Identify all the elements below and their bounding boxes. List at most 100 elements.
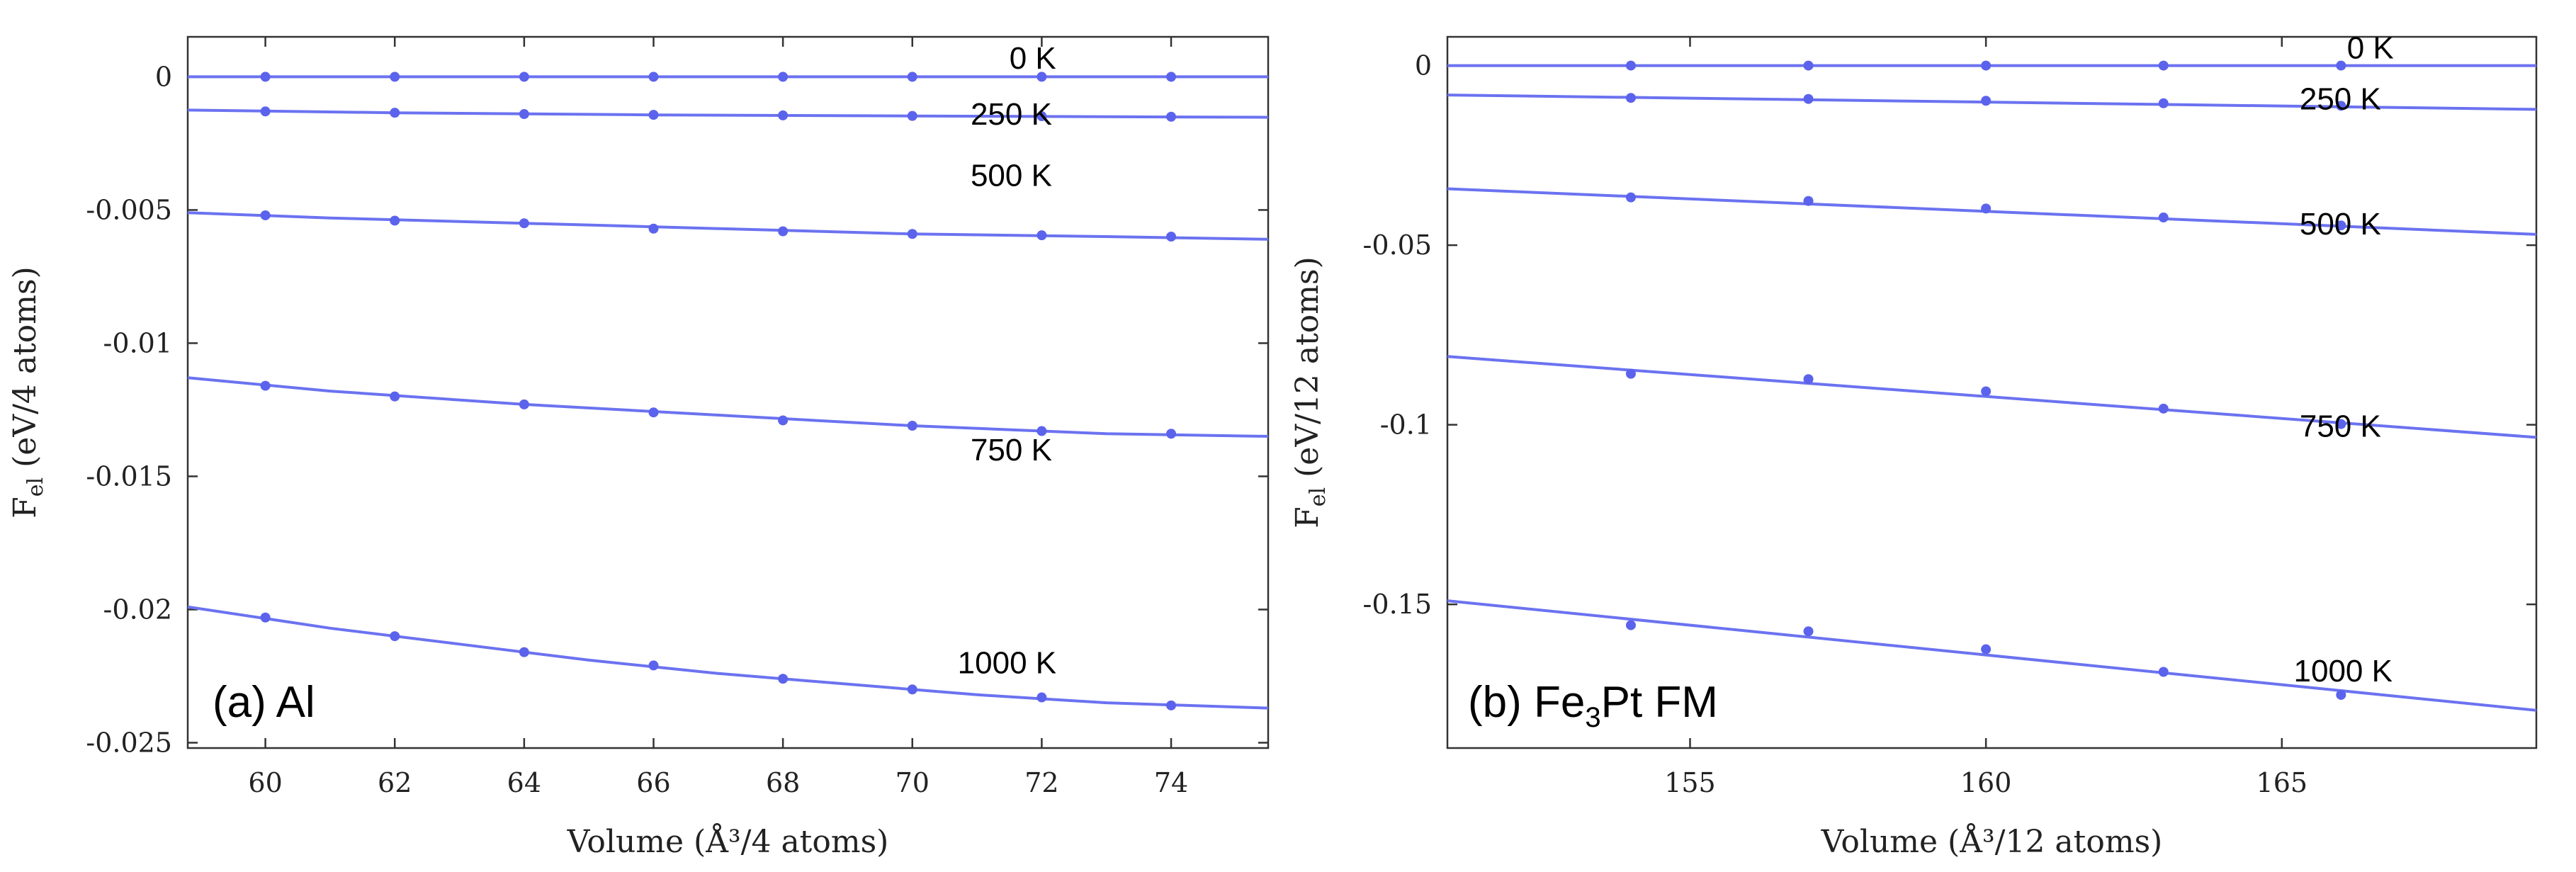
series-0-k bbox=[188, 72, 1268, 82]
data-point bbox=[1166, 111, 1177, 122]
data-point bbox=[1981, 386, 1992, 397]
data-point bbox=[2158, 60, 2169, 71]
data-point bbox=[1981, 60, 1992, 71]
panel-label: (a) Al bbox=[213, 678, 315, 727]
x-tick-label: 160 bbox=[1960, 767, 2012, 798]
data-point bbox=[1625, 60, 1636, 71]
series-label: 1000 K bbox=[958, 646, 1056, 681]
x-tick-label: 70 bbox=[896, 767, 930, 798]
series-1000-k bbox=[188, 605, 1268, 710]
data-point bbox=[2158, 98, 2169, 108]
series-label: 0 K bbox=[1010, 41, 1056, 76]
data-point bbox=[648, 72, 659, 82]
series-label: 0 K bbox=[2347, 30, 2394, 65]
data-point bbox=[1981, 96, 1992, 106]
data-point bbox=[1803, 374, 1814, 385]
data-point bbox=[2336, 220, 2346, 231]
y-tick-label: -0.015 bbox=[86, 460, 172, 492]
y-axis-title-sub: el bbox=[1306, 487, 1331, 506]
series-750-k bbox=[188, 376, 1268, 439]
data-point bbox=[1981, 203, 1992, 214]
data-point bbox=[778, 674, 789, 684]
data-point bbox=[778, 110, 789, 120]
data-point bbox=[907, 421, 917, 431]
y-tick-label: -0.05 bbox=[1363, 230, 1432, 261]
data-point bbox=[1803, 196, 1814, 206]
y-axis-title-rest: (eV/12 atoms) bbox=[1289, 256, 1326, 487]
panel-fe3pt: 155 160 165 0 -0.05 -0.1 -0.15 Volume (Å³/12 at… bbox=[1289, 30, 2538, 860]
series-250-k bbox=[1447, 93, 2536, 111]
data-point bbox=[1625, 192, 1636, 203]
data-point bbox=[2158, 667, 2169, 677]
data-point bbox=[2336, 689, 2346, 700]
data-point bbox=[1803, 94, 1814, 104]
series-label: 750 K bbox=[2300, 409, 2381, 443]
x-tick-label: 62 bbox=[378, 767, 412, 798]
data-point bbox=[1166, 232, 1177, 242]
y-tick-label: -0.1 bbox=[1380, 409, 1432, 441]
data-point bbox=[2158, 213, 2169, 223]
data-point bbox=[1036, 72, 1047, 82]
data-point bbox=[2158, 403, 2169, 414]
data-point bbox=[648, 223, 659, 234]
data-point bbox=[1166, 72, 1177, 82]
data-point bbox=[907, 684, 917, 695]
data-point bbox=[1036, 111, 1047, 122]
series-label: 250 K bbox=[971, 97, 1052, 132]
series-1000-k bbox=[1447, 599, 2536, 712]
data-point bbox=[907, 229, 917, 239]
panel-label-part: (a) Al bbox=[213, 678, 315, 727]
data-point bbox=[519, 647, 529, 657]
y-axis-title: Fel (eV/4 atoms) bbox=[7, 266, 48, 519]
data-point bbox=[1036, 692, 1047, 703]
data-point bbox=[260, 72, 271, 82]
fit-line bbox=[188, 376, 1268, 438]
data-point bbox=[1981, 644, 1992, 655]
fit-line bbox=[1447, 599, 2536, 712]
y-tick-label: 0 bbox=[1415, 50, 1432, 81]
y-axis-title-rest: (eV/4 atoms) bbox=[7, 266, 43, 477]
data-point bbox=[2336, 101, 2346, 111]
data-point bbox=[390, 631, 400, 642]
panel-label-subscript: 3 bbox=[1585, 702, 1600, 733]
y-axis-title-main: F bbox=[1289, 506, 1326, 528]
plot-frame bbox=[1446, 35, 2538, 749]
data-point bbox=[1803, 626, 1814, 637]
data-point bbox=[519, 72, 529, 82]
data-point bbox=[390, 72, 400, 82]
x-tick-label: 72 bbox=[1024, 767, 1058, 798]
fit-line bbox=[188, 605, 1268, 710]
y-tick-label: -0.01 bbox=[103, 327, 172, 358]
data-point bbox=[260, 380, 271, 391]
data-point bbox=[390, 391, 400, 402]
series-500-k bbox=[1447, 187, 2536, 236]
data-point bbox=[648, 407, 659, 418]
data-point bbox=[390, 215, 400, 226]
series-label: 500 K bbox=[971, 159, 1052, 193]
data-point bbox=[778, 415, 789, 426]
series-label: 250 K bbox=[2300, 81, 2381, 116]
data-point bbox=[2336, 419, 2346, 429]
data-point bbox=[260, 612, 271, 623]
data-point bbox=[1803, 60, 1814, 71]
x-tick-label: 165 bbox=[2256, 767, 2308, 798]
y-axis-title-sub: el bbox=[23, 477, 48, 497]
data-point bbox=[778, 226, 789, 237]
series-750-k bbox=[1447, 355, 2536, 439]
data-point bbox=[648, 110, 659, 120]
y-tick-label: -0.005 bbox=[86, 194, 172, 225]
x-tick-label: 155 bbox=[1664, 767, 1716, 798]
x-tick-label: 64 bbox=[507, 767, 541, 798]
x-axis-title: Volume (Å³/4 atoms) bbox=[567, 822, 889, 860]
y-tick-label: 0 bbox=[155, 61, 172, 92]
data-point bbox=[519, 399, 529, 409]
y-tick-label: -0.025 bbox=[86, 727, 172, 758]
data-point bbox=[907, 111, 917, 121]
data-point bbox=[1036, 230, 1047, 241]
y-tick-label: -0.02 bbox=[103, 594, 172, 625]
data-point bbox=[2336, 60, 2346, 71]
panel-label-part: (b) Fe bbox=[1468, 678, 1585, 727]
x-tick-label: 60 bbox=[248, 767, 282, 798]
series-250-k bbox=[188, 106, 1268, 122]
